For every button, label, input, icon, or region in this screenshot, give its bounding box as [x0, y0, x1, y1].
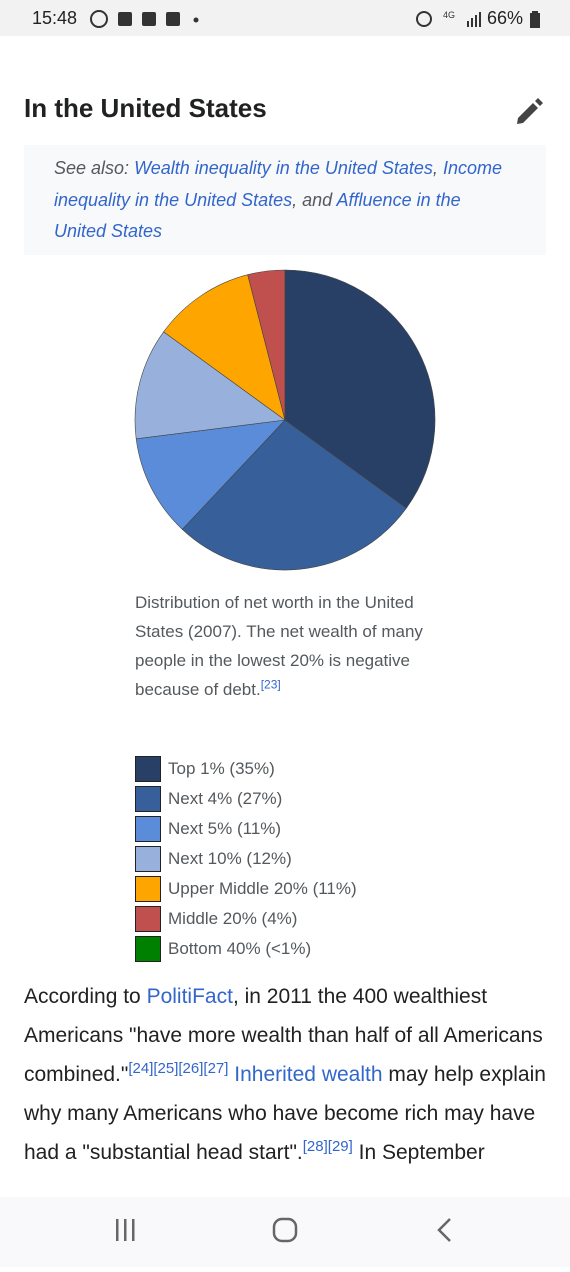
link[interactable]: Income inequality in the United States	[54, 158, 502, 210]
nav-buttons	[116, 1217, 451, 1243]
legend-item: Middle 20% (4%)	[135, 904, 357, 934]
paragraph: According to PolitiFact, in 2011 the 400…	[24, 977, 546, 1197]
legend-label: Top 1% (35%)	[168, 759, 275, 778]
battery-level: 66%	[487, 8, 524, 28]
legend-swatch	[135, 786, 161, 812]
system-icons: 4G	[416, 10, 481, 27]
legend-swatch	[135, 906, 161, 932]
back-button[interactable]	[437, 1218, 451, 1242]
legend-item: Top 1% (35%)	[135, 754, 357, 784]
clock: 15:48	[32, 8, 78, 28]
legend-swatch	[135, 816, 161, 842]
legend-item: Next 5% (11%)	[135, 814, 357, 844]
legend-label: Upper Middle 20% (11%)	[168, 879, 357, 898]
text: ,	[432, 158, 443, 178]
recent-apps-button[interactable]	[116, 1219, 135, 1241]
legend-item: Bottom 40% (<1%)	[135, 934, 357, 964]
link[interactable]: Inherited wealth	[234, 1063, 383, 1086]
pie-slice	[284, 269, 436, 509]
text: See also:	[54, 158, 135, 178]
text: Distribution of net worth in the United …	[135, 593, 423, 699]
legend-item: Next 4% (27%)	[135, 784, 357, 814]
network: 4G	[443, 10, 455, 20]
status-bar: 15:48 4G 66%	[0, 0, 570, 36]
navigation-bar	[0, 1197, 570, 1267]
edit-icon[interactable]	[514, 97, 544, 127]
legend: Top 1% (35%) Next 4% (27%) Next 5% (11%) Ne…	[135, 754, 357, 964]
figure-caption: Distribution of net worth in the United …	[135, 588, 435, 704]
link[interactable]: PolitiFact	[146, 985, 233, 1008]
legend-label: Next 5% (11%)	[168, 819, 282, 838]
home-button[interactable]	[272, 1217, 298, 1243]
reference[interactable]: [23]	[260, 677, 281, 692]
notification-icons	[90, 10, 199, 28]
legend-label: Bottom 40% (<1%)	[168, 939, 312, 958]
legend-swatch	[135, 756, 161, 782]
section-heading: In the United States	[24, 93, 267, 123]
pie-slice	[163, 274, 286, 421]
pie-slice	[181, 419, 407, 571]
link[interactable]: Affluence in the United States	[54, 189, 461, 242]
battery-icon	[530, 11, 540, 28]
legend-label: Next 4% (27%)	[168, 789, 283, 808]
text: According to	[24, 985, 147, 1008]
text: , in 2011 the 400 wealthiest Americans "…	[24, 985, 543, 1086]
text: may help explain why many Americans who …	[24, 1063, 546, 1164]
see-also-box: See also: Wealth inequality in the Unite…	[24, 145, 546, 255]
legend-label: Middle 20% (4%)	[168, 909, 298, 928]
legend-swatch	[135, 876, 161, 902]
legend-item: Upper Middle 20% (11%)	[135, 874, 357, 904]
link[interactable]: Wealth inequality in the United States	[134, 158, 433, 178]
text: , and	[292, 189, 337, 210]
text: In September	[352, 1141, 485, 1164]
legend-swatch	[135, 936, 161, 962]
reference[interactable]: [28][29]	[302, 1138, 353, 1155]
reference[interactable]: [24][25][26][27]	[128, 1060, 229, 1077]
legend-item: Next 10% (12%)	[135, 844, 357, 874]
pie-chart	[134, 269, 436, 571]
pie-slice	[134, 331, 286, 440]
pie-slice	[135, 419, 286, 530]
legend-swatch	[135, 846, 161, 872]
legend-label: Next 10% (12%)	[168, 849, 292, 868]
